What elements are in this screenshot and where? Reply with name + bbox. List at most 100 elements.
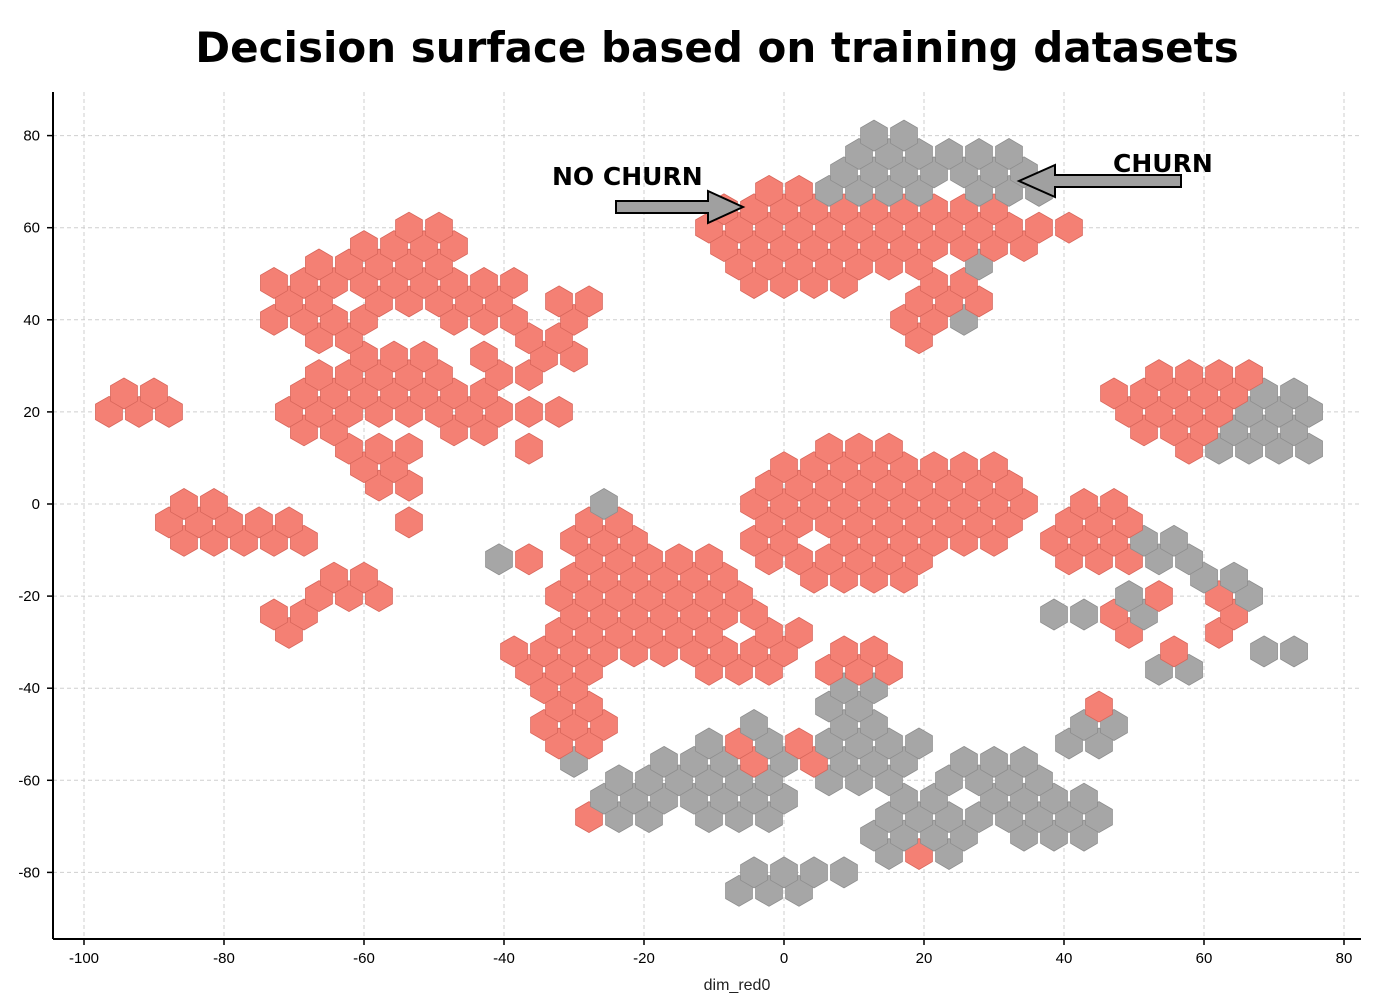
hex-cell-churn xyxy=(1070,598,1098,631)
hex-cell-churn xyxy=(965,138,993,170)
hex-cell-no-churn xyxy=(515,543,543,576)
hex-cell-no-churn xyxy=(500,267,528,299)
hex-cell-no-churn xyxy=(755,174,783,207)
hex-cell-no-churn xyxy=(770,451,798,484)
hex-cell-no-churn xyxy=(785,727,813,760)
hex-cell-no-churn xyxy=(395,211,423,244)
hex-cell-churn xyxy=(800,856,828,889)
hex-cell-churn xyxy=(905,727,933,760)
hex-cell-no-churn xyxy=(545,285,573,318)
hex-cell-no-churn xyxy=(785,616,813,649)
hex-cell-churn xyxy=(590,488,618,520)
hex-cell-no-churn xyxy=(1070,488,1098,520)
hex-cell-no-churn xyxy=(245,506,273,539)
annotation-churn-arrow xyxy=(1016,163,1182,199)
hex-cell-no-churn xyxy=(110,377,138,410)
hex-cell-no-churn xyxy=(305,359,333,392)
y-tick-label: 80 xyxy=(23,128,40,145)
hex-cell-no-churn xyxy=(875,432,903,465)
hex-cell-no-churn xyxy=(1100,377,1128,410)
y-tick-label: -80 xyxy=(18,864,40,881)
annotation-no-churn-arrow xyxy=(615,189,746,225)
x-tick-label: -20 xyxy=(633,950,655,967)
hex-cell-churn xyxy=(485,543,513,576)
hex-cell-no-churn xyxy=(545,395,573,428)
hex-cell-churn xyxy=(1040,598,1068,631)
hex-cell-no-churn xyxy=(845,432,873,465)
hex-cell-no-churn xyxy=(260,598,288,631)
hex-cell-churn xyxy=(695,727,723,760)
hex-cell-no-churn xyxy=(1235,359,1263,392)
hex-cell-no-churn xyxy=(665,543,693,576)
x-tick-label: 20 xyxy=(916,950,933,967)
y-tick-label: -40 xyxy=(18,680,40,697)
hex-cell-churn xyxy=(1250,635,1278,668)
hex-cell-churn xyxy=(1280,377,1308,410)
hex-cell-churn xyxy=(980,745,1008,778)
hex-cell-churn xyxy=(770,856,798,889)
x-tick-label: 40 xyxy=(1056,950,1073,967)
x-tick-label: -100 xyxy=(69,950,99,967)
hex-cell-no-churn xyxy=(320,561,348,594)
hex-cell-no-churn xyxy=(920,451,948,484)
hex-cell-no-churn xyxy=(395,506,423,539)
hex-cell-no-churn xyxy=(380,340,408,373)
hex-cell-no-churn xyxy=(1160,635,1188,668)
x-tick-label: 0 xyxy=(780,950,788,967)
x-tick-label: -40 xyxy=(493,950,515,967)
hex-cell-no-churn xyxy=(395,432,423,465)
hex-cell-no-churn xyxy=(350,230,378,263)
hex-cell-no-churn xyxy=(170,488,198,520)
hex-cell-churn xyxy=(740,856,768,889)
hex-cell-churn xyxy=(890,119,918,152)
x-axis-ticks: -100 -80 -60 -40 -20 0 20 40 60 80 xyxy=(69,939,1352,967)
hex-cell-churn xyxy=(1160,524,1188,557)
hex-cell-no-churn xyxy=(1145,359,1173,392)
hex-cell-no-churn xyxy=(515,395,543,428)
hex-cell-churn xyxy=(935,138,963,170)
hex-cell-no-churn xyxy=(860,635,888,668)
hex-cell-no-churn xyxy=(1055,211,1083,244)
hex-cell-no-churn xyxy=(785,174,813,207)
hex-cell-no-churn xyxy=(950,451,978,484)
hex-cell-no-churn xyxy=(140,377,168,410)
hex-cell-churn xyxy=(740,709,768,741)
hexbin-surface xyxy=(95,119,1323,907)
hex-cell-churn xyxy=(1070,782,1098,815)
hex-cell-churn xyxy=(1115,580,1143,613)
y-tick-label: 60 xyxy=(23,220,40,237)
hex-cell-churn xyxy=(1280,635,1308,668)
axes xyxy=(52,92,1361,940)
y-tick-label: 40 xyxy=(23,312,40,329)
hex-cell-no-churn xyxy=(410,340,438,373)
hex-cell-no-churn xyxy=(515,432,543,465)
hex-cell-no-churn xyxy=(365,432,393,465)
annotations: NO CHURN CHURN xyxy=(552,149,1213,225)
hex-cell-no-churn xyxy=(830,635,858,668)
y-tick-label: -20 xyxy=(18,588,40,605)
hex-cell-no-churn xyxy=(1205,359,1233,392)
x-tick-label: -60 xyxy=(353,950,375,967)
hex-cell-no-churn xyxy=(500,635,528,668)
hex-cell-churn xyxy=(605,764,633,797)
hex-cell-churn xyxy=(1220,561,1248,594)
y-tick-label: 20 xyxy=(23,404,40,421)
hex-cell-no-churn xyxy=(1025,211,1053,244)
hex-cell-no-churn xyxy=(425,211,453,244)
hex-cell-no-churn xyxy=(815,432,843,465)
hex-cell-churn xyxy=(860,119,888,152)
annotation-no-churn-label: NO CHURN xyxy=(552,162,703,191)
hex-cell-no-churn xyxy=(350,561,378,594)
x-tick-label: -80 xyxy=(213,950,235,967)
hex-cell-no-churn xyxy=(470,340,498,373)
y-tick-label: 0 xyxy=(32,496,40,513)
x-axis-title: dim_red0 xyxy=(704,977,771,994)
hex-cell-no-churn xyxy=(575,285,603,318)
y-tick-label: -60 xyxy=(18,772,40,789)
hex-cell-no-churn xyxy=(1145,580,1173,613)
hex-cell-churn xyxy=(950,745,978,778)
hex-cell-no-churn xyxy=(980,451,1008,484)
annotation-churn-label: CHURN xyxy=(1113,149,1213,178)
x-tick-label: 60 xyxy=(1196,950,1213,967)
